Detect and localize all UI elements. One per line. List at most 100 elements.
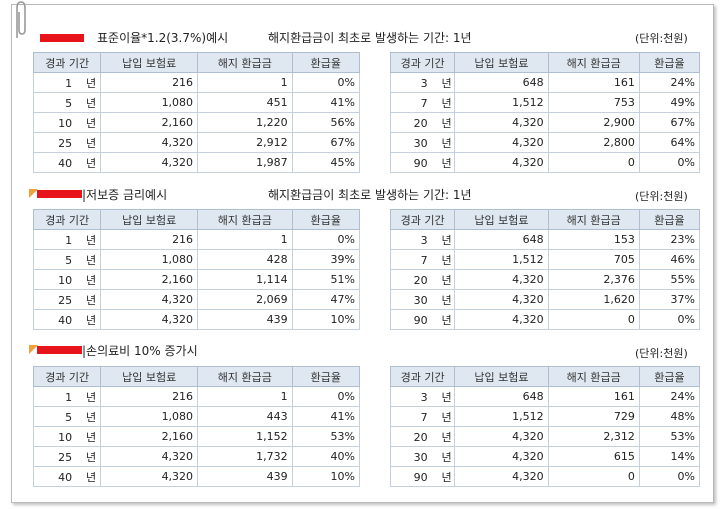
refund-cell: 705 — [547, 249, 640, 270]
table-row: 10 년 2,160 1,114 51% — [32, 269, 361, 290]
premium-cell: 1,080 — [100, 406, 199, 427]
premium-cell: 216 — [100, 72, 199, 93]
period-number: 5 — [65, 410, 73, 424]
period-number: 90 — [413, 313, 428, 327]
premium-cell: 4,320 — [454, 446, 549, 467]
period-number: 7 — [420, 253, 428, 267]
section-title: |손의료비 10% 증가시 — [82, 342, 198, 359]
period-unit: 년 — [441, 136, 452, 150]
period-cell: 25 년 — [32, 132, 102, 153]
period-cell: 25 년 — [32, 446, 102, 467]
table-row: 7 년 1,512 705 46% — [389, 249, 701, 270]
period-unit: 년 — [441, 156, 452, 170]
period-number: 20 — [413, 430, 428, 444]
period-number: 40 — [58, 470, 73, 484]
period-unit: 년 — [86, 410, 97, 424]
refund-cell: 1,152 — [197, 426, 293, 447]
period-unit: 년 — [86, 156, 97, 170]
period-number: 3 — [420, 76, 428, 90]
premium-cell: 4,320 — [454, 132, 549, 153]
period-cell: 20 년 — [389, 426, 456, 447]
premium-cell: 1,080 — [100, 249, 199, 270]
period-unit: 년 — [86, 253, 97, 267]
refund-cell: 161 — [547, 72, 640, 93]
period-number: 1 — [65, 390, 73, 404]
period-number: 5 — [65, 253, 73, 267]
period-unit: 년 — [86, 313, 97, 327]
period-unit: 년 — [441, 116, 452, 130]
refund-cell: 753 — [547, 92, 640, 113]
period-unit: 년 — [441, 233, 452, 247]
refund-period-text: 해지환급금이 최초로 발생하는 기간: 1년 — [268, 31, 472, 45]
rate-cell: 41% — [291, 92, 361, 113]
rate-cell: 0% — [638, 309, 701, 330]
period-cell: 10 년 — [32, 269, 102, 290]
rate-cell: 67% — [291, 132, 361, 153]
right-table: 경과 기간 납입 보험료 해지 환급금 환급율 3 년 648 161 24% 7 년 1,… — [389, 366, 701, 487]
table-row: 90 년 4,320 0 0% — [389, 466, 701, 487]
section-title: 표준이율*1.2(3.7%)예시 — [97, 31, 229, 45]
period-number: 1 — [65, 76, 73, 90]
refund-cell: 2,900 — [547, 112, 640, 133]
table-row: 5 년 1,080 443 41% — [32, 406, 361, 427]
refund-cell: 1,987 — [197, 152, 293, 173]
table-row: 10 년 2,160 1,152 53% — [32, 426, 361, 447]
refund-cell: 1,732 — [197, 446, 293, 467]
rate-cell: 45% — [291, 152, 361, 173]
refund-cell: 0 — [547, 309, 640, 330]
period-number: 7 — [420, 410, 428, 424]
refund-cell: 439 — [197, 466, 293, 487]
period-number: 3 — [420, 233, 428, 247]
table-row: 1 년 216 1 0% — [32, 72, 361, 93]
rate-cell: 0% — [291, 386, 361, 407]
refund-cell: 2,800 — [547, 132, 640, 153]
refund-cell: 1,220 — [197, 112, 293, 133]
rate-cell: 0% — [638, 152, 701, 173]
column-header: 환급율 — [638, 366, 701, 387]
period-unit: 년 — [441, 253, 452, 267]
refund-cell: 161 — [547, 386, 640, 407]
period-unit: 년 — [441, 410, 452, 424]
rate-cell: 23% — [638, 229, 701, 250]
premium-cell: 648 — [454, 386, 549, 407]
right-table: 경과 기간 납입 보험료 해지 환급금 환급율 3 년 648 153 23% 7 년 1,… — [389, 209, 701, 330]
period-cell: 10 년 — [32, 112, 102, 133]
refund-cell: 2,912 — [197, 132, 293, 153]
column-header: 납입 보험료 — [100, 52, 199, 73]
rate-cell: 56% — [291, 112, 361, 133]
table-row: 3 년 648 161 24% — [389, 386, 701, 407]
table-row: 40 년 4,320 439 10% — [32, 309, 361, 330]
column-header: 납입 보험료 — [100, 366, 199, 387]
premium-cell: 4,320 — [454, 112, 549, 133]
refund-cell: 729 — [547, 406, 640, 427]
unit-label: (단위:천원) — [635, 347, 688, 360]
table-row: 40 년 4,320 439 10% — [32, 466, 361, 487]
table-row: 25 년 4,320 2,912 67% — [32, 132, 361, 153]
premium-cell: 216 — [100, 386, 199, 407]
paperclip-icon — [16, 1, 26, 38]
premium-cell: 4,320 — [454, 289, 549, 310]
refund-cell: 0 — [547, 466, 640, 487]
column-header: 납입 보험료 — [454, 366, 549, 387]
premium-cell: 4,320 — [454, 466, 549, 487]
rate-cell: 48% — [638, 406, 701, 427]
table-row: 90 년 4,320 0 0% — [389, 309, 701, 330]
refund-cell: 1,620 — [547, 289, 640, 310]
premium-cell: 4,320 — [100, 152, 199, 173]
period-number: 40 — [58, 313, 73, 327]
period-unit: 년 — [441, 430, 452, 444]
period-cell: 90 년 — [389, 309, 456, 330]
period-unit: 년 — [441, 313, 452, 327]
table-row: 7 년 1,512 729 48% — [389, 406, 701, 427]
refund-cell: 2,312 — [547, 426, 640, 447]
rate-cell: 14% — [638, 446, 701, 467]
period-unit: 년 — [86, 470, 97, 484]
column-header: 경과 기간 — [389, 52, 456, 73]
table-row: 1 년 216 1 0% — [32, 386, 361, 407]
period-cell: 30 년 — [389, 446, 456, 467]
rate-cell: 0% — [638, 466, 701, 487]
